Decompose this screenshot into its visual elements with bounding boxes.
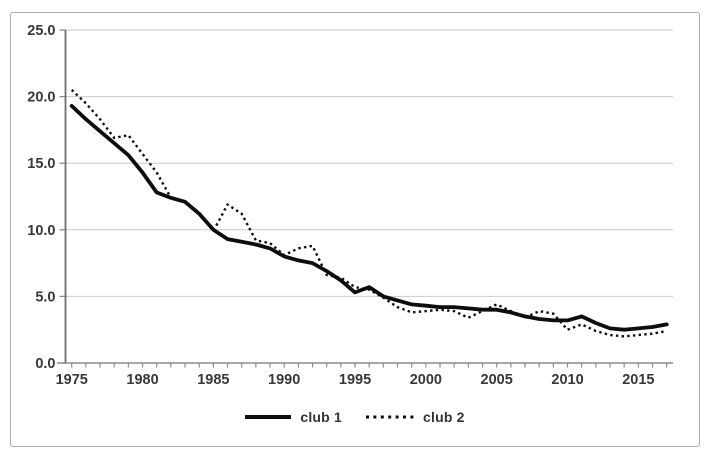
solid-line-swatch-icon <box>245 415 292 419</box>
dotted-line-swatch-icon <box>366 415 414 419</box>
x-tick-label-1985: 1985 <box>197 372 229 388</box>
x-tick-label-2015: 2015 <box>622 372 654 388</box>
y-tick-label-10.0: 10.0 <box>27 223 55 239</box>
y-tick-label-0.0: 0.0 <box>35 356 55 372</box>
x-tick-label-1995: 1995 <box>339 372 371 388</box>
x-tick-label-2000: 2000 <box>410 372 442 388</box>
y-tick-label-25.0: 25.0 <box>27 23 55 39</box>
x-tick-label-2005: 2005 <box>481 372 513 388</box>
x-tick-label-1980: 1980 <box>126 372 158 388</box>
legend-label-club-2: club 2 <box>423 409 465 425</box>
legend-item-club-2: club 2 <box>364 409 465 425</box>
legend-label-club-1: club 1 <box>300 409 342 425</box>
series-line-club-2 <box>70 89 667 338</box>
y-tick-label-15.0: 15.0 <box>27 156 55 172</box>
chart-legend: club 1 club 2 <box>0 409 708 425</box>
line-chart: 0.0 5.0 10.0 15.0 20.0 25.0 1975 1980 1985 1990 19… <box>27 23 673 388</box>
x-tick-label-1990: 1990 <box>268 372 300 388</box>
y-tick-label-5.0: 5.0 <box>35 289 55 305</box>
x-tick-label-1975: 1975 <box>56 372 88 388</box>
x-tick-label-2010: 2010 <box>551 372 583 388</box>
y-tick-label-20.0: 20.0 <box>27 90 55 106</box>
legend-item-club-1: club 1 <box>243 409 342 425</box>
